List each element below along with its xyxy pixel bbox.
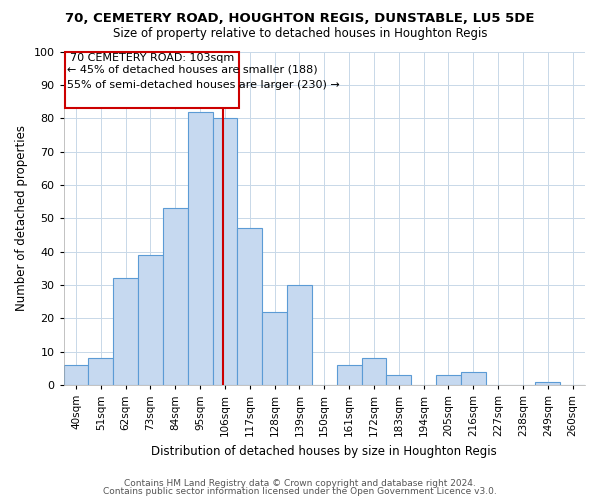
Bar bbox=[238, 228, 262, 385]
Text: Contains HM Land Registry data © Crown copyright and database right 2024.: Contains HM Land Registry data © Crown c… bbox=[124, 478, 476, 488]
Text: ← 45% of detached houses are smaller (188): ← 45% of detached houses are smaller (18… bbox=[67, 65, 318, 75]
Bar bbox=[262, 312, 287, 385]
Bar bbox=[461, 372, 485, 385]
Bar bbox=[362, 358, 386, 385]
Bar bbox=[163, 208, 188, 385]
Bar bbox=[138, 255, 163, 385]
Bar bbox=[386, 375, 411, 385]
Bar bbox=[212, 118, 238, 385]
Text: Contains public sector information licensed under the Open Government Licence v3: Contains public sector information licen… bbox=[103, 487, 497, 496]
Bar bbox=[188, 112, 212, 385]
X-axis label: Distribution of detached houses by size in Houghton Regis: Distribution of detached houses by size … bbox=[151, 444, 497, 458]
Bar bbox=[113, 278, 138, 385]
Bar bbox=[436, 375, 461, 385]
Text: 70, CEMETERY ROAD, HOUGHTON REGIS, DUNSTABLE, LU5 5DE: 70, CEMETERY ROAD, HOUGHTON REGIS, DUNST… bbox=[65, 12, 535, 26]
Bar bbox=[337, 365, 362, 385]
Text: 70 CEMETERY ROAD: 103sqm: 70 CEMETERY ROAD: 103sqm bbox=[70, 53, 234, 63]
Bar bbox=[88, 358, 113, 385]
Y-axis label: Number of detached properties: Number of detached properties bbox=[15, 126, 28, 312]
Bar bbox=[535, 382, 560, 385]
Bar bbox=[287, 285, 312, 385]
Bar bbox=[64, 365, 88, 385]
Text: 55% of semi-detached houses are larger (230) →: 55% of semi-detached houses are larger (… bbox=[67, 80, 340, 90]
Text: Size of property relative to detached houses in Houghton Regis: Size of property relative to detached ho… bbox=[113, 28, 487, 40]
FancyBboxPatch shape bbox=[65, 52, 239, 108]
